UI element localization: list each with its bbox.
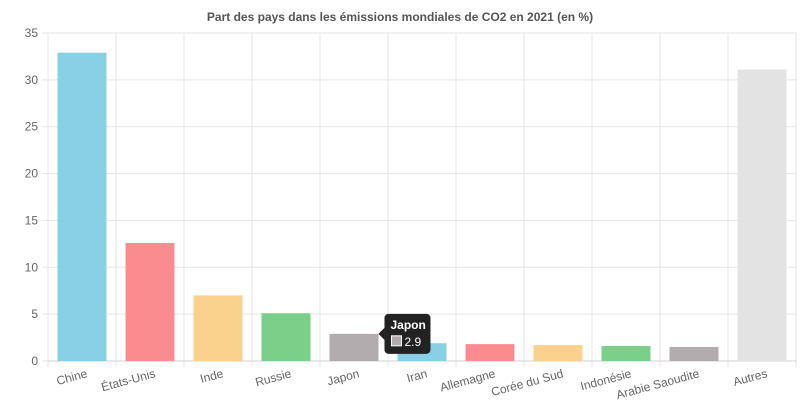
x-tick-label: Japon [326,366,361,388]
y-tick-label: 0 [31,354,38,368]
x-tick-label: Chine [55,366,89,388]
y-tick-label: 15 [25,213,39,227]
x-tick-label: Russie [254,366,293,389]
x-tick-label: Iran [405,366,429,385]
bars [57,52,787,362]
x-tick-label: Allemagne [438,366,497,394]
y-tick-label: 25 [25,120,39,134]
tooltip-caret [378,327,385,340]
y-tick-label: 30 [25,73,39,87]
y-tick-label: 20 [25,167,39,181]
bar[interactable] [261,313,311,361]
x-tick-label: États-Unis [99,365,156,394]
bar[interactable] [737,69,787,361]
y-tick-label: 35 [25,26,39,40]
chart-title: Part des pays dans les émissions mondial… [207,10,593,24]
tooltip: Japon 2.9 [378,313,431,354]
x-tick-label: Autres [732,366,769,389]
bar[interactable] [465,344,515,361]
bar[interactable] [533,345,583,361]
bar[interactable] [57,52,107,362]
bar[interactable] [669,346,719,361]
grid-lines [42,32,797,367]
x-axis-ticks: Chine États-Unis Inde Russie Japon Iran Allema… [55,365,769,400]
x-tick-label: Inde [199,366,225,386]
bar[interactable] [601,346,651,361]
bar[interactable] [193,295,243,361]
y-axis-ticks: 0 5 10 15 20 25 30 35 [25,26,39,368]
bar[interactable] [329,333,379,361]
tooltip-swatch [390,335,402,347]
bar[interactable] [125,242,175,361]
x-tick-label: Corée du Sud [490,366,565,399]
y-tick-label: 5 [31,307,38,321]
tooltip-value: 2.9 [404,335,421,349]
y-tick-label: 10 [25,260,39,274]
tooltip-title: Japon [390,318,425,332]
